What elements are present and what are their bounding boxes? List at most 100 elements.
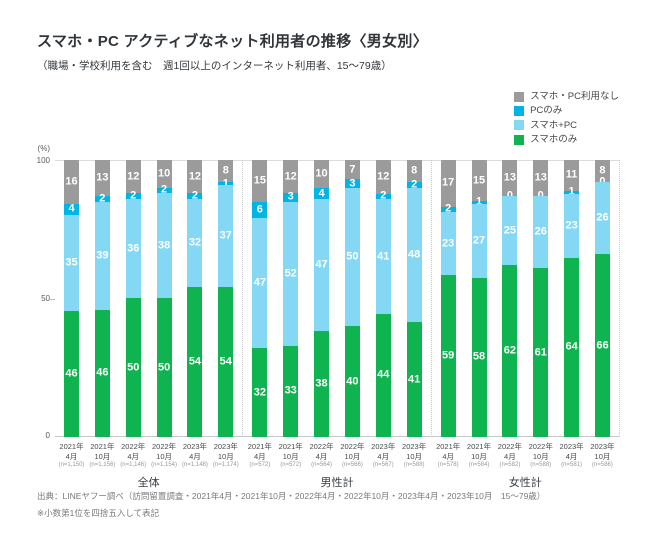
legend-item-smart_only: スマホのみ	[514, 134, 619, 145]
bar-segment-pc_only: 3	[344, 178, 360, 189]
bar-value-label: 32	[188, 236, 202, 249]
bar-value-label: 0	[538, 190, 544, 202]
bar-value-label: 27	[472, 234, 486, 247]
bar-column: 16 4 35 46 2021年 4月 (n=1,150)	[59, 160, 84, 468]
bar-segment-pc_only: 2	[406, 178, 422, 191]
bar-value-label: 1	[475, 195, 483, 208]
bar-segment-pc_only: 1	[218, 178, 234, 189]
legend-swatch-smart_only	[514, 134, 525, 145]
legend-swatch-smart_pc	[514, 120, 525, 131]
bar-value-label: 54	[219, 355, 232, 368]
y-axis-unit-label: (%)	[37, 144, 50, 153]
bar-column: 12 3 52 33 2021年 10月 (n=572)	[279, 160, 303, 468]
bar-segment-none: 12	[125, 160, 141, 194]
bar-column: 13 0 25 62 2022年4月(n=582)	[498, 160, 522, 468]
bar-segment-smart_pc: 41	[375, 199, 391, 314]
bar-value-label: 8	[599, 164, 606, 177]
bar-segment-smart_pc: 36	[125, 198, 141, 299]
bar-segment-none: 15	[252, 160, 268, 202]
x-axis-label-month: 4月	[504, 451, 516, 461]
sample-size-label: (n=1,174)	[212, 462, 239, 468]
bar-column: 12 2 41 44 2023年 4月 (n=567)	[371, 160, 395, 468]
bar-segment-smart_pc: 26	[594, 182, 610, 255]
sample-size-label: (n=1,148)	[182, 462, 208, 468]
x-axis-label-month: 10月	[471, 451, 487, 461]
x-axis-label: 2023年 10月	[590, 442, 614, 462]
bar-segment-pc_only: 1	[564, 186, 580, 197]
bar-value-label: 15	[472, 174, 486, 187]
bar-value-label: 46	[96, 366, 109, 379]
x-axis-label-month: 4月	[189, 451, 201, 461]
x-axis-label-year: 2021年	[247, 442, 272, 451]
bar-segment-smart_only: 40	[344, 326, 360, 437]
x-axis-label-month: 10月	[594, 451, 611, 461]
bar-segment-pc_only: 2	[94, 193, 110, 204]
bar-segment-none: 16	[64, 160, 79, 204]
bar-value-label: 52	[284, 267, 297, 280]
stacked-bar: 16 4 35 46	[64, 160, 79, 437]
bar-value-label: 40	[346, 375, 359, 388]
bar-value-label: 0	[599, 176, 605, 188]
bar-value-label: 23	[565, 219, 578, 232]
bar-segment-pc_only: 4	[314, 188, 330, 200]
bar-segment-smart_pc: 23	[564, 193, 580, 258]
bar-value-label: 2	[411, 178, 418, 191]
footer-source: 出典：LINEヤフー調べ（訪問留置調査・2021年4月・2021年10月・202…	[37, 491, 546, 501]
x-axis-label: 2022年 4月	[309, 442, 333, 462]
chart-group: 15 6 47 32 2021年 4月 (n=572) 12 3 52 33 2021年 10月 (n=5…	[243, 160, 432, 489]
y-tick-100: 100	[36, 156, 50, 165]
bar-column: 8 1 37 54 2023年 10月 (n=1,174)	[213, 160, 239, 468]
bar-value-label: 7	[349, 163, 356, 176]
x-axis-label-year: 2023年	[559, 442, 584, 451]
bar-value-label: 38	[157, 239, 171, 252]
bar-segment-smart_pc: 50	[344, 187, 360, 327]
x-axis-label-year: 2021年	[466, 442, 492, 451]
chart-group: 17 2 23 59 2021年 4月 (n=578) 15 1 27 58 2021年 10月 (n=5…	[432, 160, 620, 489]
sample-size-label: (n=572)	[249, 462, 271, 468]
bar-value-label: 6	[256, 203, 263, 216]
bar-segment-none: 13	[502, 160, 518, 196]
x-axis-label-year: 2022年	[309, 442, 334, 451]
bar-column: 12 2 32 54 2023年 4月 (n=1,148)	[182, 160, 208, 468]
chart-legend: スマホ・PC利用なし PCのみ スマホ+PC スマホのみ	[514, 91, 619, 146]
x-axis-label: 2022年 10月	[529, 442, 553, 462]
x-axis-label-year: 2023年	[590, 442, 615, 451]
x-axis-label-year: 2022年	[528, 442, 553, 451]
bar-segment-none: 15	[471, 160, 487, 202]
bar-value-label: 2	[161, 183, 168, 196]
stacked-bar: 8 2 48 41	[406, 160, 422, 437]
x-axis-label: 2023年 10月	[402, 442, 426, 462]
x-axis-label-year: 2022年	[151, 442, 177, 451]
bar-column: 15 1 27 58 2021年 10月 (n=584)	[467, 160, 491, 468]
bar-value-label: 26	[596, 211, 609, 224]
x-axis-label-month: 4月	[253, 451, 266, 461]
bar-segment-smart_only: 64	[564, 257, 580, 437]
bar-column: 10 4 47 38 2022年 4月 (n=564)	[309, 160, 334, 468]
x-axis-label-month: 4月	[377, 451, 390, 461]
stacked-bar: 12 3 52 33	[283, 160, 299, 437]
bar-segment-smart_pc: 38	[156, 193, 172, 299]
legend-swatch-none	[514, 91, 525, 102]
bar-value-label: 13	[96, 171, 109, 184]
bar-segment-pc_only: 6	[252, 201, 268, 219]
x-axis-label-month: 4月	[315, 451, 328, 461]
stacked-bar: 12 2 41 44	[375, 160, 391, 437]
bar-value-label: 33	[284, 384, 297, 397]
sample-size-label: (n=572)	[280, 462, 302, 468]
bar-value-label: 15	[253, 174, 266, 187]
legend-label-smart_pc: スマホ+PC	[530, 119, 578, 131]
bar-column: 13 2 39 46 2021年 10月 (n=1,156)	[89, 160, 115, 468]
stacked-bar: 10 2 38 50	[156, 160, 172, 437]
bar-segment-none: 11	[564, 160, 580, 191]
bar-segment-pc_only: 2	[156, 183, 172, 196]
stacked-bar: 15 6 47 32	[252, 160, 268, 437]
stacked-bar: 15 1 27 58	[471, 160, 487, 437]
chart-footer: 出典：LINEヤフー調べ（訪問留置調査・2021年4月・2021年10月・202…	[37, 488, 545, 522]
bar-value-label: 48	[408, 248, 421, 261]
bar-column: 8 2 48 41 2023年 10月 (n=588)	[402, 160, 426, 468]
bar-value-label: 4	[68, 202, 75, 215]
legend-item-pc_only: PCのみ	[514, 105, 619, 116]
bar-value-label: 17	[442, 176, 455, 189]
bar-segment-smart_pc: 52	[283, 201, 299, 346]
stacked-bar: 8 1 37 54	[218, 160, 234, 437]
